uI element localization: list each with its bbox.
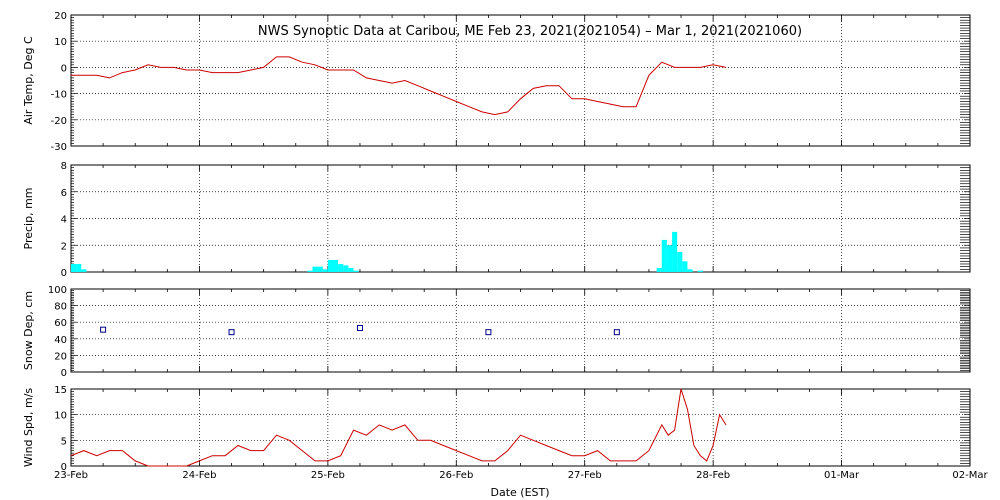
precip-bar — [656, 267, 662, 272]
x-axis-label: Date (EST) — [490, 486, 549, 499]
y-tick-label: -20 — [51, 116, 67, 127]
y-tick-label: 0 — [61, 462, 67, 473]
x-tick-label: 26-Feb — [439, 470, 473, 481]
precip-bar — [81, 269, 87, 272]
panel-frame — [70, 388, 971, 467]
y-tick-label: 80 — [54, 302, 67, 313]
y-axis-label: Precip, mm — [22, 188, 35, 250]
precip-bar — [677, 251, 683, 272]
snow-point — [356, 325, 363, 332]
precip-bar — [322, 269, 328, 272]
y-tick-label: -30 — [51, 142, 67, 153]
precip-bar — [697, 270, 703, 272]
precip-bar — [661, 239, 667, 272]
y-tick-label: 0 — [61, 368, 67, 379]
y-tick-label: 20 — [54, 351, 67, 362]
precip-bar — [317, 266, 323, 272]
series-line — [71, 56, 727, 116]
y-tick-label: 10 — [54, 411, 67, 422]
precip-bar — [327, 259, 333, 272]
panel-frame — [70, 164, 971, 273]
x-tick-label: 28-Feb — [696, 470, 730, 481]
precip-bar — [343, 265, 349, 272]
y-tick-label: -10 — [51, 90, 67, 101]
precip-bar — [312, 266, 318, 272]
panels: -30 -20 -10 0 10 20 Air Temp, Deg C 0 2 4 6 8 Precip… — [22, 11, 988, 481]
y-axis-label: Air Temp, Deg C — [22, 36, 35, 125]
precip-bar — [348, 267, 354, 272]
precip-bar — [687, 269, 693, 272]
y-tick-label: 5 — [61, 436, 67, 447]
panel-4: 0 5 10 15 Wind Spd, m/s 23-Feb 24-Feb 25-Feb 26-… — [22, 385, 988, 481]
y-tick-label: 40 — [54, 335, 67, 346]
x-tick-label: 25-Feb — [311, 470, 345, 481]
x-tick-label: 02-Mar — [952, 470, 988, 481]
precip-bar — [76, 263, 82, 272]
y-tick-label: 10 — [54, 37, 67, 48]
series-line — [70, 388, 727, 467]
panel-2: 0 2 4 6 8 Precip, mm — [22, 161, 971, 279]
panel-3: 0 20 40 60 80 100 Snow Dep, cm — [22, 285, 971, 379]
snow-point — [100, 326, 107, 333]
x-tick-label: 24-Feb — [182, 470, 216, 481]
y-axis-label: Snow Dep, cm — [22, 291, 35, 370]
precip-bar — [682, 261, 688, 272]
precip-bar — [338, 263, 344, 272]
precip-bar — [666, 245, 673, 272]
y-tick-label: 4 — [61, 215, 67, 226]
chart-title: NWS Synoptic Data at Caribou, ME Feb 23,… — [258, 24, 802, 39]
snow-point — [485, 329, 492, 336]
precip-bar — [332, 259, 339, 272]
x-tick-label: 23-Feb — [54, 470, 88, 481]
precip-bar — [71, 263, 77, 272]
y-tick-label: 15 — [54, 385, 67, 396]
precip-bar — [307, 270, 313, 272]
y-axis-label: Wind Spd, m/s — [22, 388, 35, 468]
panel-frame — [70, 288, 971, 373]
precip-bar — [672, 231, 678, 272]
panel-1: -30 -20 -10 0 10 20 Air Temp, Deg C — [22, 11, 971, 153]
x-tick-label: 27-Feb — [568, 470, 602, 481]
x-tick-label: 01-Mar — [824, 470, 860, 481]
y-tick-label: 20 — [54, 11, 67, 22]
y-tick-label: 2 — [61, 241, 67, 252]
y-tick-label: 100 — [48, 285, 67, 296]
precip-bar — [353, 270, 359, 272]
y-tick-label: 60 — [54, 318, 67, 329]
y-tick-label: 6 — [61, 188, 67, 199]
y-tick-label: 8 — [61, 161, 67, 172]
snow-point — [228, 329, 235, 336]
y-tick-label: 0 — [61, 63, 67, 74]
y-tick-label: 0 — [61, 268, 67, 279]
snow-point — [613, 329, 620, 336]
